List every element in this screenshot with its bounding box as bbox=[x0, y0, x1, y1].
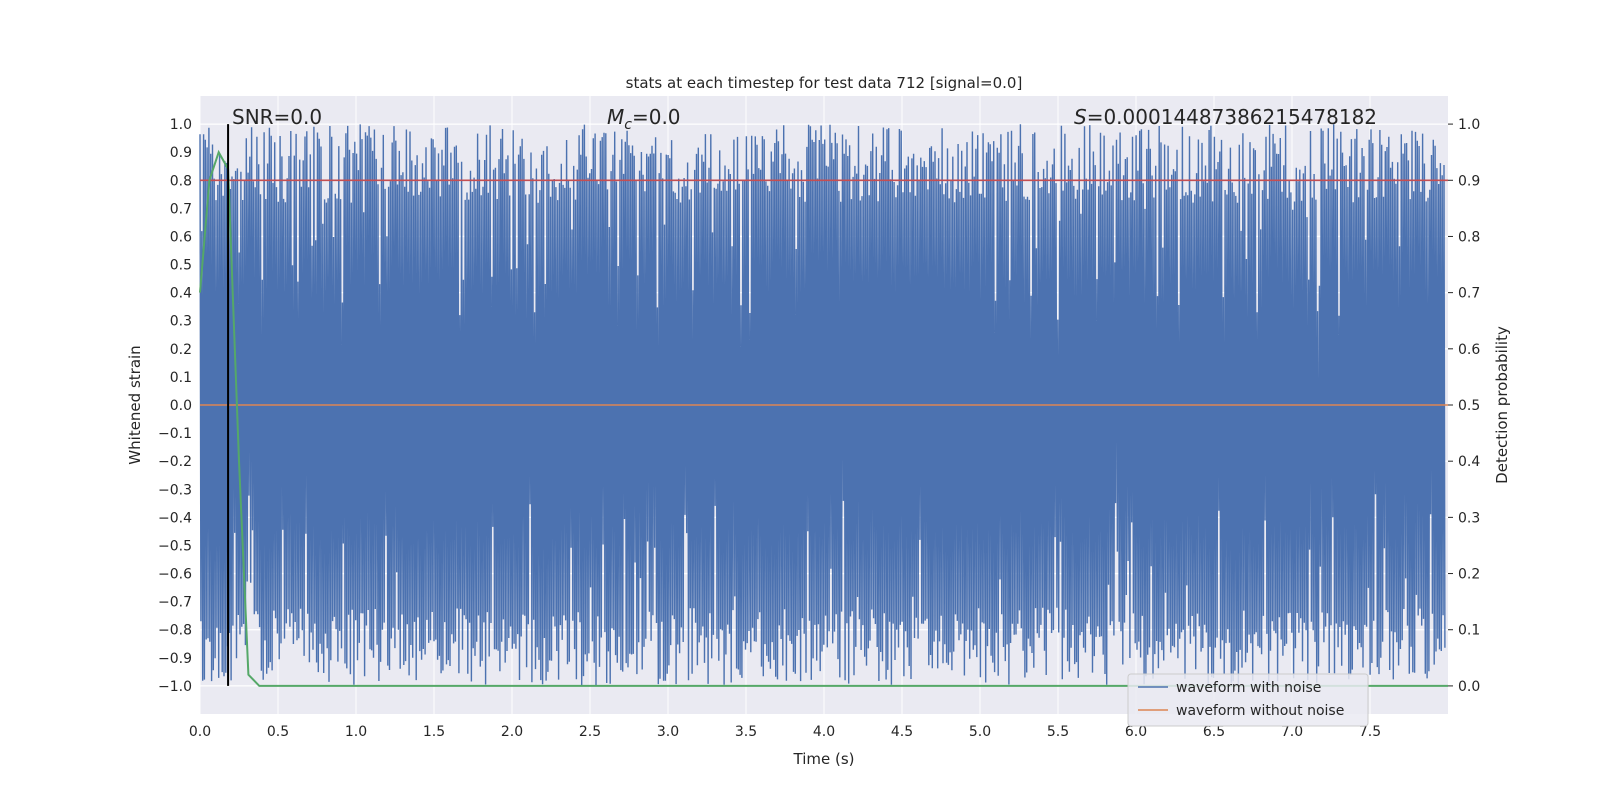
y-tick-label-right: 0.6 bbox=[1458, 342, 1480, 358]
y-tick-label-right: 0.7 bbox=[1458, 286, 1480, 302]
snr-annotation: SNR=0.0 bbox=[232, 105, 322, 129]
x-tick-label: 6.5 bbox=[1203, 724, 1225, 740]
y-tick-label-left: 0.8 bbox=[170, 173, 192, 189]
x-tick-label: 0.5 bbox=[267, 724, 289, 740]
legend-box bbox=[1127, 673, 1369, 727]
detection-probability-line bbox=[199, 149, 1448, 687]
noise-waveform-trace bbox=[199, 124, 1446, 686]
chirp-mass-value: =0.0 bbox=[632, 105, 681, 129]
y-tick-label-left: −0.9 bbox=[158, 651, 192, 667]
y-tick-label-right: 0.1 bbox=[1458, 623, 1480, 639]
y-tick-label-left: 0.4 bbox=[170, 286, 192, 302]
y-axis-right-label: Detection probability bbox=[1493, 326, 1511, 484]
y-tick-label-left: −0.5 bbox=[158, 538, 192, 554]
y-tick-label-right: 0.9 bbox=[1458, 173, 1480, 189]
x-tick-label: 3.5 bbox=[735, 724, 757, 740]
x-tick-label: 1.5 bbox=[423, 724, 445, 740]
ticks: 0.0 0.5 1.0 1.5 2.0 2.5 3.0 3.5 4.0 4.5 5.0 5.5 6.0 6… bbox=[158, 117, 1480, 740]
x-tick-label: 7.5 bbox=[1359, 724, 1381, 740]
y-tick-label-right: 0.5 bbox=[1458, 398, 1480, 414]
y-tick-label-left: −0.7 bbox=[158, 595, 192, 611]
y-tick-label-right: 0.2 bbox=[1458, 567, 1480, 583]
y-tick-label-left: −0.1 bbox=[158, 426, 192, 442]
y-tick-label-left: −0.6 bbox=[158, 567, 192, 583]
legend: waveform with noise waveform without noi… bbox=[1127, 673, 1369, 727]
y-tick-label-left: −0.4 bbox=[158, 510, 192, 526]
chirp-mass-subscript: c bbox=[624, 117, 632, 133]
y-tick-label-left: 0.5 bbox=[170, 258, 192, 274]
x-tick-label: 1.0 bbox=[345, 724, 367, 740]
s-annotation: S=0.00014487386215478182 bbox=[1074, 105, 1377, 129]
x-tick-label: 3.0 bbox=[657, 724, 679, 740]
y-tick-label-right: 0.0 bbox=[1458, 679, 1480, 695]
y-tick-label-left: 0.7 bbox=[170, 201, 192, 217]
x-tick-label: 2.0 bbox=[501, 724, 523, 740]
y-tick-label-left: 0.2 bbox=[170, 342, 192, 358]
y-tick-label-left: −0.3 bbox=[158, 482, 192, 498]
x-tick-label: 4.0 bbox=[813, 724, 835, 740]
y-tick-label-left: −0.2 bbox=[158, 454, 192, 470]
waveform-with-noise bbox=[199, 124, 1446, 686]
y-tick-label-right: 0.4 bbox=[1458, 454, 1480, 470]
y-tick-label-left: 0.9 bbox=[170, 145, 192, 161]
y-tick-label-left: −1.0 bbox=[158, 679, 192, 695]
x-tick-label: 0.0 bbox=[189, 724, 211, 740]
legend-label-noise: waveform with noise bbox=[1176, 680, 1321, 696]
y-tick-label-left: 0.3 bbox=[170, 314, 192, 330]
y-tick-label-left: 0.6 bbox=[170, 229, 192, 245]
y-tick-label-left: −0.8 bbox=[158, 623, 192, 639]
x-tick-label: 6.0 bbox=[1125, 724, 1147, 740]
y-tick-label-left: 1.0 bbox=[170, 117, 192, 133]
y-tick-label-right: 1.0 bbox=[1458, 117, 1480, 133]
s-value: =0.00014487386215478182 bbox=[1087, 105, 1377, 129]
y-axis-left-label: Whitened strain bbox=[126, 345, 144, 464]
y-tick-label-right: 0.8 bbox=[1458, 229, 1480, 245]
x-tick-label: 5.5 bbox=[1047, 724, 1069, 740]
chart-title: stats at each timestep for test data 712… bbox=[626, 74, 1023, 92]
x-tick-label: 7.0 bbox=[1281, 724, 1303, 740]
x-tick-label: 4.5 bbox=[891, 724, 913, 740]
x-tick-label: 5.0 bbox=[969, 724, 991, 740]
x-tick-label: 2.5 bbox=[579, 724, 601, 740]
y-tick-label-right: 0.3 bbox=[1458, 510, 1480, 526]
y-tick-label-left: 0.1 bbox=[170, 370, 192, 386]
y-tick-label-left: 0.0 bbox=[170, 398, 192, 414]
legend-label-clean: waveform without noise bbox=[1176, 703, 1344, 719]
x-axis-label: Time (s) bbox=[793, 750, 855, 768]
chirp-mass-symbol: M bbox=[607, 105, 624, 129]
chirp-mass-annotation: Mc=0.0 bbox=[607, 105, 681, 133]
s-symbol: S bbox=[1074, 105, 1087, 129]
